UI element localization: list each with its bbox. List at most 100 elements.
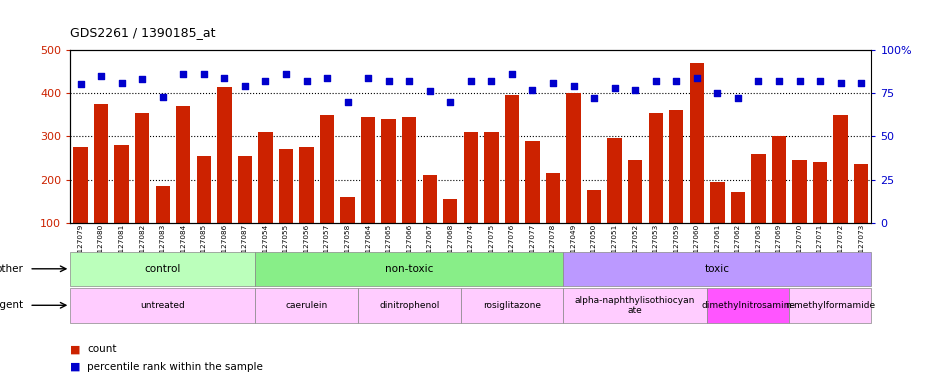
Text: count: count [87, 344, 116, 354]
Point [812, 78, 826, 84]
Bar [217, 87, 231, 223]
Bar [648, 113, 662, 223]
Bar [258, 132, 272, 223]
Bar [340, 197, 355, 223]
Point [627, 87, 642, 93]
Point [340, 99, 355, 105]
Bar [319, 115, 334, 223]
Bar [238, 156, 252, 223]
Point [381, 78, 396, 84]
Point [73, 81, 88, 88]
Bar [812, 162, 826, 223]
Text: non-toxic: non-toxic [385, 264, 433, 274]
Bar [197, 156, 211, 223]
Text: alpha-naphthylisothiocyan
ate: alpha-naphthylisothiocyan ate [575, 296, 695, 315]
Bar [255, 288, 358, 323]
Bar [730, 192, 744, 223]
Bar [279, 149, 293, 223]
Point [668, 78, 683, 84]
Point [709, 90, 724, 96]
Bar [565, 93, 580, 223]
Point [853, 80, 868, 86]
Bar [607, 139, 622, 223]
Bar [586, 190, 601, 223]
Point [586, 95, 601, 101]
Point [770, 78, 785, 84]
Point [545, 80, 560, 86]
Point [791, 78, 806, 84]
Bar [832, 115, 847, 223]
Bar [563, 288, 707, 323]
Text: GDS2261 / 1390185_at: GDS2261 / 1390185_at [70, 26, 215, 40]
Text: dinitrophenol: dinitrophenol [379, 301, 439, 310]
Bar [707, 288, 788, 323]
Bar [525, 141, 539, 223]
Bar [461, 288, 563, 323]
Bar [155, 186, 169, 223]
Text: rosiglitazone: rosiglitazone [482, 301, 540, 310]
Point [689, 74, 704, 81]
Point [299, 78, 314, 84]
Point [463, 78, 478, 84]
Bar [771, 136, 785, 223]
Point [565, 83, 580, 89]
Point [648, 78, 663, 84]
Bar [751, 154, 765, 223]
Point [197, 71, 212, 77]
Point [155, 94, 170, 100]
Bar [402, 117, 416, 223]
Bar [358, 288, 461, 323]
Point [216, 74, 231, 81]
Text: control: control [144, 264, 181, 274]
Bar [360, 117, 375, 223]
Bar [853, 164, 868, 223]
Point [237, 83, 252, 89]
Point [422, 88, 437, 94]
Bar [505, 95, 519, 223]
Text: n-methylformamide: n-methylformamide [784, 301, 874, 310]
Bar [70, 288, 255, 323]
Point [94, 73, 109, 79]
Bar [668, 111, 682, 223]
Point [176, 71, 191, 77]
Bar [114, 145, 128, 223]
Bar [299, 147, 314, 223]
Bar [627, 160, 642, 223]
Point [278, 71, 293, 77]
Text: ■: ■ [70, 344, 80, 354]
Point [730, 95, 745, 101]
Bar [484, 132, 498, 223]
Point [402, 78, 417, 84]
Point [257, 78, 272, 84]
Text: dimethylnitrosamine: dimethylnitrosamine [700, 301, 795, 310]
Point [607, 85, 622, 91]
Point [483, 78, 498, 84]
Bar [463, 132, 477, 223]
Bar [255, 252, 563, 286]
Text: untreated: untreated [140, 301, 185, 310]
Bar [546, 173, 560, 223]
Text: other: other [0, 264, 23, 274]
Bar [381, 119, 395, 223]
Text: ■: ■ [70, 362, 80, 372]
Point [360, 74, 375, 81]
Bar [135, 113, 149, 223]
Bar [70, 252, 255, 286]
Bar [792, 160, 806, 223]
Bar [709, 182, 724, 223]
Bar [94, 104, 109, 223]
Bar [689, 63, 703, 223]
Text: percentile rank within the sample: percentile rank within the sample [87, 362, 263, 372]
Bar [73, 147, 88, 223]
Text: toxic: toxic [704, 264, 729, 274]
Point [319, 74, 334, 81]
Point [832, 80, 847, 86]
Point [504, 71, 519, 77]
Bar [443, 199, 457, 223]
Point [750, 78, 765, 84]
Bar [563, 252, 870, 286]
Point [114, 80, 129, 86]
Bar [788, 288, 870, 323]
Bar [176, 106, 190, 223]
Text: agent: agent [0, 300, 23, 310]
